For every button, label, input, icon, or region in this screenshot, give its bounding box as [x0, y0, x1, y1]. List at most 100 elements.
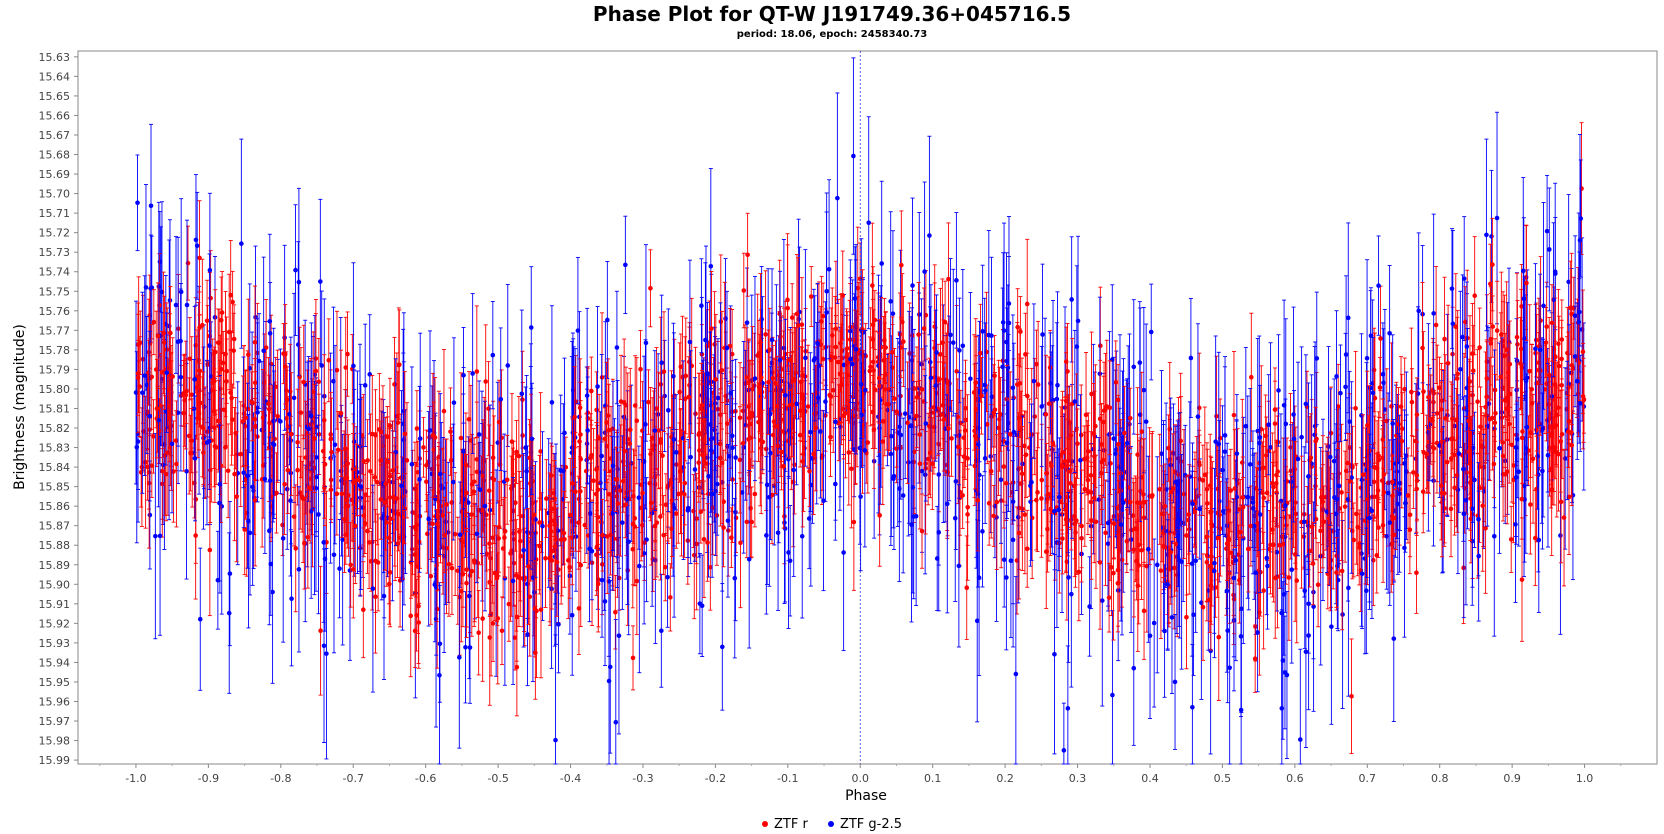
point-ztf-g — [524, 468, 529, 474]
point-ztf-r — [149, 463, 155, 468]
point-ztf-g — [1558, 533, 1563, 538]
point-ztf-r — [1085, 489, 1091, 495]
point-ztf-r — [1099, 459, 1105, 465]
point-ztf-g — [173, 302, 179, 308]
data-points — [133, 51, 1587, 765]
point-ztf-g — [293, 267, 298, 273]
point-ztf-r — [658, 440, 663, 445]
point-ztf-r — [1339, 490, 1344, 495]
point-ztf-r — [230, 417, 235, 422]
point-ztf-r — [792, 462, 797, 468]
point-ztf-g — [989, 333, 994, 339]
point-ztf-r — [658, 514, 663, 519]
point-ztf-g — [437, 672, 442, 678]
point-ztf-g — [1069, 591, 1074, 597]
point-ztf-g — [1343, 352, 1349, 357]
point-ztf-g — [135, 200, 140, 206]
point-ztf-g — [699, 303, 704, 309]
point-ztf-g — [280, 536, 286, 541]
point-ztf-r — [204, 318, 210, 324]
point-ztf-r — [369, 539, 375, 545]
point-ztf-r — [1559, 356, 1564, 362]
point-ztf-g — [833, 419, 838, 425]
point-ztf-g — [1268, 445, 1273, 450]
point-ztf-r — [531, 512, 537, 518]
point-ztf-r — [1434, 411, 1440, 416]
point-ztf-g — [1331, 458, 1337, 464]
point-ztf-r — [634, 578, 640, 584]
point-ztf-r — [682, 396, 688, 402]
point-ztf-r — [949, 436, 954, 441]
point-ztf-r — [1043, 412, 1049, 417]
point-ztf-g — [1449, 286, 1455, 291]
point-ztf-r — [207, 547, 213, 553]
point-ztf-r — [986, 500, 992, 506]
point-ztf-r — [207, 467, 213, 473]
point-ztf-r — [145, 464, 150, 470]
point-ztf-g — [889, 433, 894, 439]
point-ztf-g — [360, 505, 366, 510]
point-ztf-g — [614, 345, 620, 350]
point-ztf-r — [193, 496, 199, 502]
point-ztf-g — [1494, 215, 1500, 221]
point-ztf-g — [1154, 562, 1160, 568]
point-ztf-r — [1483, 525, 1488, 531]
point-ztf-g — [1343, 384, 1348, 390]
point-ztf-g — [791, 467, 797, 473]
point-ztf-r — [506, 601, 512, 607]
point-ztf-r — [543, 555, 548, 561]
point-ztf-r — [994, 499, 1000, 505]
point-ztf-r — [345, 351, 350, 357]
point-ztf-g — [616, 633, 622, 638]
chart-title: Phase Plot for QT-W J191749.36+045716.5 — [592, 2, 1072, 26]
point-ztf-r — [1478, 424, 1483, 430]
point-ztf-g — [1113, 451, 1118, 456]
point-ztf-r — [1158, 568, 1164, 573]
point-ztf-r — [1358, 485, 1364, 491]
point-ztf-r — [1515, 342, 1520, 347]
point-ztf-g — [1049, 447, 1055, 452]
point-ztf-r — [1528, 502, 1533, 507]
point-ztf-r — [1493, 410, 1498, 416]
point-ztf-r — [1216, 634, 1222, 640]
point-ztf-r — [495, 616, 501, 621]
point-ztf-r — [1328, 430, 1334, 436]
point-ztf-r — [1518, 361, 1523, 366]
point-ztf-r — [1519, 304, 1524, 309]
point-ztf-g — [417, 436, 423, 441]
point-ztf-g — [1172, 679, 1178, 685]
point-ztf-r — [877, 513, 882, 518]
point-ztf-g — [321, 643, 327, 649]
point-ztf-g — [1368, 385, 1373, 391]
point-ztf-r — [151, 434, 156, 439]
point-ztf-r — [334, 367, 340, 373]
point-ztf-g — [919, 468, 925, 474]
point-ztf-r — [661, 532, 666, 538]
point-ztf-g — [1065, 706, 1071, 711]
point-ztf-r — [656, 428, 661, 433]
point-ztf-g — [1220, 467, 1225, 473]
point-ztf-g — [1054, 396, 1060, 402]
point-ztf-g — [1001, 557, 1007, 562]
point-ztf-r — [1171, 565, 1177, 571]
point-ztf-r — [361, 607, 366, 612]
point-ztf-g — [1143, 419, 1149, 424]
point-ztf-g — [659, 628, 664, 634]
point-ztf-r — [763, 332, 768, 337]
point-ztf-g — [197, 616, 203, 622]
point-ztf-r — [1402, 386, 1407, 392]
point-ztf-g — [1008, 558, 1014, 564]
point-ztf-r — [1202, 472, 1208, 478]
point-ztf-g — [1489, 234, 1494, 239]
point-ztf-r — [1098, 343, 1103, 349]
point-ztf-r — [1113, 380, 1119, 385]
point-ztf-g — [732, 575, 738, 581]
point-ztf-g — [1110, 692, 1115, 698]
point-ztf-r — [374, 479, 380, 485]
point-ztf-r — [274, 490, 279, 496]
point-ztf-g — [623, 262, 628, 268]
point-ztf-g — [988, 454, 993, 459]
point-ztf-r — [1200, 478, 1206, 483]
point-ztf-r — [946, 276, 951, 282]
point-ztf-r — [614, 494, 620, 499]
